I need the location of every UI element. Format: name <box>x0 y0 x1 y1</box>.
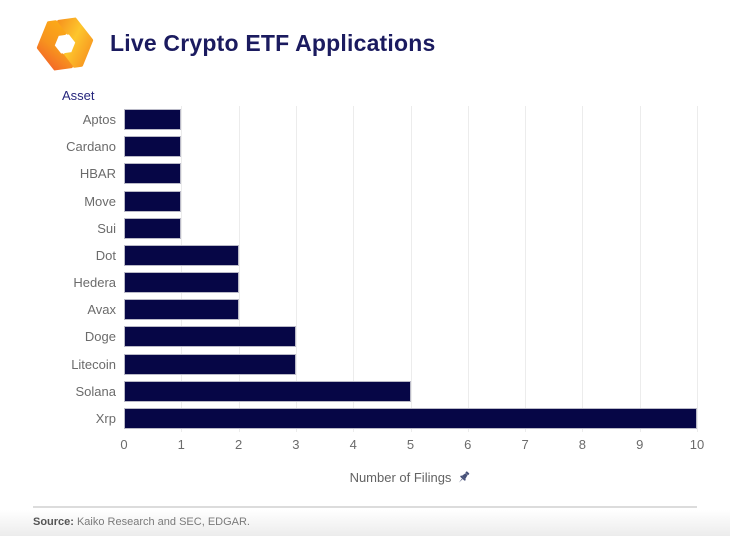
x-tick-label: 9 <box>636 437 644 452</box>
bar <box>124 244 239 266</box>
category-label: Aptos <box>82 112 116 128</box>
kaiko-logo <box>34 15 96 73</box>
footer: Source: Kaiko Research and SEC, EDGAR. <box>0 510 730 536</box>
bar <box>124 299 239 321</box>
bar-row: Move <box>33 188 697 215</box>
bar-track <box>124 269 697 296</box>
bar-row: Hedera <box>33 269 697 296</box>
x-tick-label: 8 <box>578 437 587 452</box>
bar <box>124 326 296 348</box>
category-label: Xrp <box>95 410 116 426</box>
source-label: Source: <box>33 516 74 528</box>
category-label: Doge <box>84 329 116 345</box>
x-tick-label: 5 <box>406 437 415 452</box>
bar-row: Doge <box>33 323 697 350</box>
page-title: Live Crypto ETF Applications <box>110 30 436 56</box>
x-axis-ticks: 0 1 2 3 4 5 6 7 8 9 10 <box>120 437 704 453</box>
category-label: Move <box>84 193 116 209</box>
gridline <box>639 106 641 432</box>
bar <box>124 217 182 239</box>
category-label: HBAR <box>79 166 116 182</box>
bar-chart: Aptos Cardano HBAR Move Sui Dot Hedera Avax Doge… <box>33 106 698 432</box>
bar-track <box>124 133 697 160</box>
y-axis-title: Asset <box>62 88 95 103</box>
source-line: Source: Kaiko Research and SEC, EDGAR. <box>0 510 730 535</box>
bar-row: HBAR <box>33 160 697 187</box>
bar <box>124 109 182 131</box>
x-tick-label: 3 <box>292 437 300 452</box>
bar-rows: Aptos Cardano HBAR Move Sui Dot Hedera Avax Doge… <box>33 106 697 432</box>
bar <box>124 163 182 185</box>
gridline <box>181 106 183 432</box>
x-tick-label: 4 <box>349 437 357 452</box>
x-axis-title-row: Number of Filings <box>124 470 697 485</box>
gridline <box>295 106 297 432</box>
bar-track <box>124 323 697 350</box>
gridlines <box>124 106 698 432</box>
x-tick-label: 1 <box>177 437 185 452</box>
bar-track <box>124 160 697 187</box>
footer-divider <box>33 506 697 508</box>
x-tick-label: 10 <box>689 437 705 452</box>
bar <box>124 380 411 402</box>
source-text: Kaiko Research and SEC, EDGAR. <box>76 516 250 528</box>
x-tick-label: 2 <box>234 437 243 452</box>
bar-row: Sui <box>33 215 697 242</box>
bar-row: Xrp <box>33 405 697 432</box>
bar-row: Solana <box>33 378 697 405</box>
gridline <box>238 106 240 432</box>
bar-row: Aptos <box>33 106 697 133</box>
x-tick-label: 7 <box>521 437 529 452</box>
gridline <box>467 106 469 432</box>
x-tick-label: 0 <box>120 437 128 452</box>
category-label: Litecoin <box>71 356 116 372</box>
gridline <box>410 106 412 432</box>
bar-row: Litecoin <box>33 351 697 378</box>
bar <box>124 272 239 294</box>
bar-row: Cardano <box>33 133 697 160</box>
bar-row: Dot <box>33 242 697 269</box>
category-label: Dot <box>95 247 116 263</box>
category-label: Cardano <box>66 139 116 155</box>
bar-track <box>124 405 697 432</box>
gridline <box>353 106 355 432</box>
bar-track <box>124 242 697 269</box>
bar-track <box>124 351 697 378</box>
gridline <box>525 106 527 432</box>
category-label: Solana <box>75 383 116 399</box>
pushpin-icon <box>459 471 470 483</box>
bar <box>124 353 296 375</box>
gridline <box>697 106 698 432</box>
bar-row: Avax <box>33 296 697 323</box>
bar-track <box>124 215 697 242</box>
bar-track <box>124 106 697 133</box>
kaiko-logo-graphic <box>36 17 94 71</box>
bar <box>124 407 697 429</box>
bar-track <box>124 378 697 405</box>
bar <box>124 190 182 212</box>
category-label: Avax <box>87 302 116 318</box>
bar <box>124 136 182 158</box>
bar-track <box>124 188 697 215</box>
gridline <box>582 106 584 432</box>
category-label: Hedera <box>73 275 116 291</box>
category-label: Sui <box>97 220 116 236</box>
bar-track <box>124 296 697 323</box>
x-tick-label: 6 <box>464 437 472 452</box>
x-axis-title: Number of Filings <box>349 470 452 485</box>
